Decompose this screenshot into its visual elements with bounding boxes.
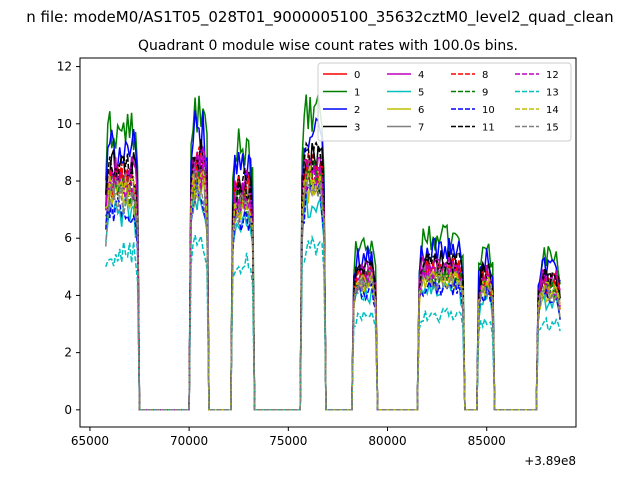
axes-frame	[79, 57, 577, 428]
series-line-4	[105, 145, 561, 411]
legend-label-10: 10	[482, 105, 495, 116]
chart-title: Quadrant 0 module wise count rates with …	[138, 38, 518, 54]
x-tick-label: 85000	[468, 434, 506, 448]
plot-area	[105, 94, 561, 411]
series-line-12	[105, 152, 561, 411]
y-tick-label: 12	[57, 60, 72, 74]
x-tick-label: 70000	[170, 434, 208, 448]
series-line-15	[105, 180, 561, 411]
legend-label-14: 14	[546, 105, 559, 116]
y-tick-label: 4	[64, 288, 72, 302]
y-tick-label: 8	[64, 174, 72, 188]
y-tick-label: 10	[57, 117, 72, 131]
series-line-8	[105, 145, 561, 411]
legend-label-13: 13	[546, 88, 559, 99]
series-line-13	[105, 233, 561, 411]
legend-label-6: 6	[418, 105, 424, 116]
legend-label-8: 8	[482, 70, 488, 81]
series-line-1	[105, 94, 561, 411]
legend-label-5: 5	[418, 88, 424, 99]
chart-suptitle: n file: modeM0/AS1T05_028T01_9000005100_…	[26, 8, 613, 27]
legend-label-12: 12	[546, 70, 559, 81]
legend-label-15: 15	[546, 123, 559, 134]
legend-label-9: 9	[482, 88, 488, 99]
x-tick-label: 75000	[269, 434, 307, 448]
legend-box	[317, 62, 572, 142]
series-line-14	[105, 164, 561, 411]
series-line-2	[105, 110, 561, 411]
y-tick-label: 6	[64, 231, 72, 245]
legend-label-11: 11	[482, 123, 495, 134]
y-tick-label: 2	[64, 346, 72, 360]
legend-label-2: 2	[354, 105, 360, 116]
series-line-0	[105, 153, 561, 411]
legend-label-4: 4	[418, 70, 424, 81]
legend-label-7: 7	[418, 123, 424, 134]
legend-label-3: 3	[354, 123, 360, 134]
legend-label-1: 1	[354, 88, 360, 99]
x-offset-label: +3.89e8	[524, 454, 576, 468]
x-tick-label: 65000	[71, 434, 109, 448]
y-tick-label: 0	[64, 403, 72, 417]
x-tick-label: 80000	[368, 434, 406, 448]
legend-label-0: 0	[354, 70, 360, 81]
